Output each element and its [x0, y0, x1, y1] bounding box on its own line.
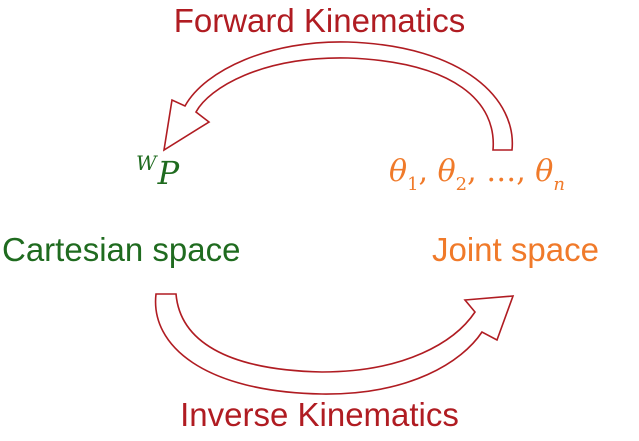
theta-1: θ1 — [389, 154, 419, 195]
theta-2: θ2 — [437, 154, 468, 195]
cartesian-space-label: Cartesian space — [2, 231, 241, 268]
world-position-symbol: WP — [136, 151, 180, 192]
theta-2-index: 2 — [455, 174, 468, 195]
theta-n-index: n — [553, 174, 565, 195]
theta-symbol: θ — [437, 154, 456, 189]
forward-kinematics-arrow — [162, 41, 514, 152]
joint-angles-symbol: θ1, θ2, …, θn — [389, 154, 565, 195]
ellipsis: … — [486, 154, 517, 189]
separator: , — [418, 154, 438, 189]
joint-space-label: Joint space — [432, 231, 599, 268]
separator: , — [516, 154, 536, 189]
theta-n: θn — [535, 154, 565, 195]
forward-kinematics-title: Forward Kinematics — [173, 2, 466, 39]
theta-1-index: 1 — [407, 174, 419, 195]
separator: , — [467, 154, 487, 189]
inverse-kinematics-title: Inverse Kinematics — [180, 396, 459, 433]
theta-symbol: θ — [389, 154, 408, 189]
position-symbol: P — [157, 154, 180, 192]
theta-symbol: θ — [535, 154, 554, 189]
inverse-kinematics-arrow — [154, 293, 515, 395]
world-frame-superscript: W — [136, 151, 157, 175]
